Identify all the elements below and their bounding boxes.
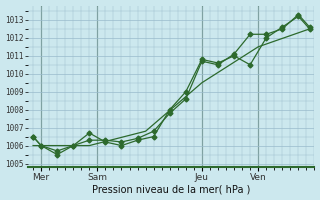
X-axis label: Pression niveau de la mer( hPa ): Pression niveau de la mer( hPa ) bbox=[92, 184, 251, 194]
